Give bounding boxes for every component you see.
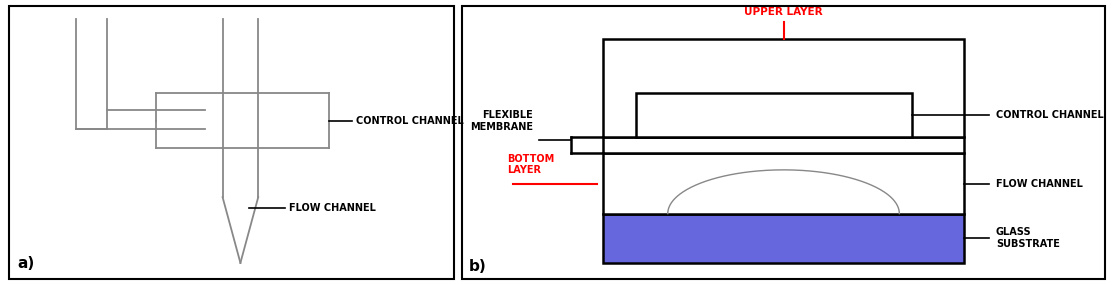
Text: b): b) (469, 259, 486, 274)
Bar (603, 38, 964, 137)
Text: BOTTOM
LAYER: BOTTOM LAYER (506, 154, 554, 175)
Bar (603, 214, 964, 263)
Text: a): a) (18, 256, 35, 271)
Text: FLOW CHANNEL: FLOW CHANNEL (289, 203, 376, 213)
Text: CONTROL CHANNEL: CONTROL CHANNEL (996, 110, 1104, 120)
Text: FLEXIBLE
MEMBRANE: FLEXIBLE MEMBRANE (470, 110, 533, 132)
Text: GLASS
SUBSTRATE: GLASS SUBSTRATE (996, 227, 1060, 249)
Bar (603, 153, 964, 214)
Bar (636, 93, 913, 137)
Text: FLOW CHANNEL: FLOW CHANNEL (996, 178, 1083, 189)
Text: UPPER LAYER: UPPER LAYER (745, 7, 823, 17)
Bar (603, 137, 964, 153)
Text: CONTROL CHANNEL: CONTROL CHANNEL (356, 116, 464, 126)
